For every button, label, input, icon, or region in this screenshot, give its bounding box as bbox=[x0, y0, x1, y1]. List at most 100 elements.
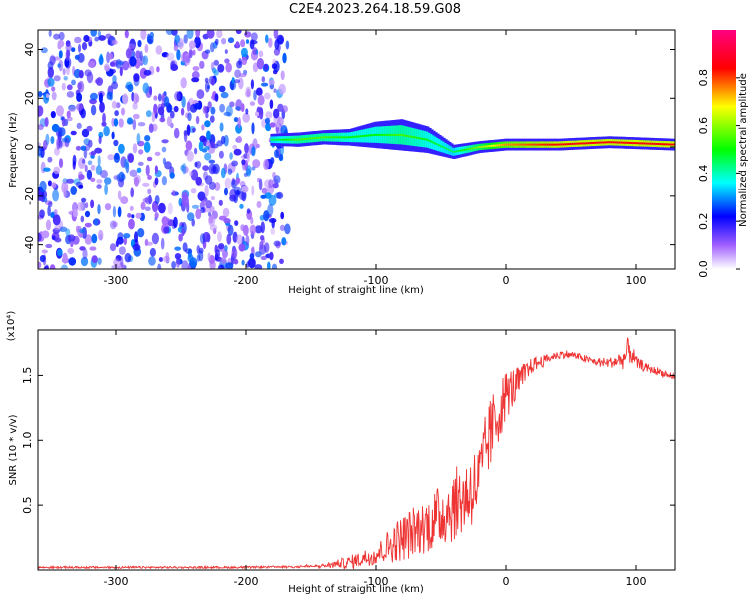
heatmap-noise-cell bbox=[206, 130, 211, 141]
x-tick-label: 100 bbox=[626, 575, 647, 588]
heatmap-noise-cell bbox=[162, 157, 166, 165]
heatmap-noise-cell bbox=[201, 124, 205, 131]
heatmap-signal-core bbox=[278, 138, 282, 141]
heatmap-signal-core bbox=[533, 143, 537, 146]
heatmap-noise-cell bbox=[255, 87, 263, 96]
y-tick-label: 0.5 bbox=[21, 496, 34, 514]
heatmap-noise-cell bbox=[87, 160, 93, 166]
heatmap-noise-cell bbox=[137, 40, 142, 48]
heatmap-noise-cell bbox=[90, 150, 97, 156]
heatmap-noise-cell bbox=[80, 145, 87, 151]
heatmap-noise-cell bbox=[164, 96, 170, 107]
heatmap-noise-cell bbox=[116, 174, 120, 182]
heatmap-signal-core bbox=[659, 143, 663, 146]
heatmap-noise-cell bbox=[108, 52, 114, 60]
heatmap-noise-cell bbox=[223, 218, 231, 224]
heatmap-noise-cell bbox=[66, 49, 71, 58]
heatmap-noise-cell bbox=[151, 232, 159, 245]
chart-title: C2E4.2023.264.18.59.G08 bbox=[288, 2, 462, 17]
heatmap-noise-cell bbox=[246, 208, 251, 214]
heatmap-noise-cell bbox=[61, 82, 66, 91]
heatmap-noise-cell bbox=[178, 233, 183, 242]
heatmap-signal-core bbox=[396, 133, 400, 136]
heatmap-noise-cell bbox=[233, 148, 242, 156]
heatmap-noise-cell bbox=[256, 200, 262, 209]
heatmap-noise-cell bbox=[130, 187, 134, 198]
heatmap-signal-core bbox=[628, 141, 632, 144]
heatmap-signal-core bbox=[496, 144, 500, 147]
heatmap-noise-cell bbox=[143, 69, 152, 76]
heatmap-noise-cell bbox=[215, 249, 221, 260]
heatmap-noise-cell bbox=[104, 183, 108, 196]
heatmap-signal-core bbox=[595, 141, 599, 144]
heatmap-noise-cell bbox=[260, 194, 267, 199]
heatmap-noise-cell bbox=[79, 228, 85, 234]
heatmap-signal-core bbox=[573, 142, 577, 145]
heatmap-noise-cell bbox=[127, 84, 134, 93]
heatmap-noise-cell bbox=[117, 178, 125, 188]
heatmap-signal-core bbox=[446, 148, 450, 151]
heatmap-signal-core bbox=[671, 143, 675, 146]
heatmap-noise-cell bbox=[273, 48, 280, 56]
heatmap-signal-core bbox=[531, 143, 535, 146]
snr-y-axis-label: SNR (10 * v/v) bbox=[8, 414, 19, 485]
heatmap-noise-cell bbox=[220, 135, 226, 145]
heatmap-signal-core bbox=[390, 133, 394, 136]
x-tick-label: -300 bbox=[104, 274, 129, 287]
heatmap-noise-cell bbox=[246, 150, 250, 163]
heatmap-noise-cell bbox=[239, 203, 244, 209]
heatmap-signal-core bbox=[539, 143, 543, 146]
heatmap-noise-cell bbox=[84, 222, 92, 228]
heatmap-noise-cell bbox=[217, 63, 225, 73]
heatmap-noise-cell bbox=[280, 211, 285, 220]
snr-plot-area bbox=[38, 337, 675, 570]
heatmap-noise-cell bbox=[251, 146, 256, 157]
heatmap-noise-cell bbox=[234, 69, 242, 78]
heatmap-noise-cell bbox=[199, 60, 205, 69]
heatmap-noise-cell bbox=[135, 50, 141, 60]
heatmap-noise-cell bbox=[132, 102, 138, 110]
heatmap-noise-cell bbox=[174, 246, 182, 251]
heatmap-noise-cell bbox=[186, 101, 191, 112]
heatmap-noise-cell bbox=[210, 141, 215, 149]
heatmap-noise-cell bbox=[97, 257, 102, 265]
heatmap-signal-core bbox=[521, 143, 525, 146]
heatmap-noise-cell bbox=[273, 108, 280, 119]
heatmap-noise-cell bbox=[111, 131, 115, 140]
heatmap-signal-core bbox=[519, 143, 523, 146]
heatmap-noise-cell bbox=[47, 156, 53, 163]
heatmap-noise-cell bbox=[196, 254, 201, 262]
heatmap-noise-cell bbox=[191, 77, 200, 83]
heatmap-noise-cell bbox=[253, 90, 257, 101]
heatmap-signal-core bbox=[665, 143, 669, 146]
heatmap-noise-cell bbox=[204, 81, 210, 93]
heatmap-noise-cell bbox=[209, 224, 218, 231]
heatmap-signal-core bbox=[593, 141, 597, 144]
heatmap-noise-cell bbox=[142, 55, 149, 66]
heatmap-noise-cell bbox=[161, 139, 169, 144]
heatmap-noise-cell bbox=[39, 209, 45, 218]
heatmap-noise-cell bbox=[129, 205, 134, 211]
heatmap-signal-core bbox=[569, 143, 573, 145]
heatmap-signal-core bbox=[274, 138, 278, 141]
heatmap-noise-cell bbox=[98, 55, 104, 66]
heatmap-signal-core bbox=[366, 134, 370, 137]
heatmap-noise-cell bbox=[60, 116, 64, 121]
heatmap-noise-cell bbox=[209, 205, 215, 213]
heatmap-noise-cell bbox=[161, 216, 169, 226]
heatmap-noise-cell bbox=[97, 155, 101, 167]
heatmap-noise-cell bbox=[165, 30, 174, 36]
heatmap-noise-cell bbox=[47, 66, 54, 79]
heatmap-signal-core bbox=[632, 142, 636, 145]
heatmap-noise-cell bbox=[231, 247, 238, 259]
heatmap-signal-core bbox=[548, 143, 552, 146]
heatmap-signal-core bbox=[478, 146, 482, 149]
heatmap-noise-cell bbox=[199, 135, 206, 143]
heatmap-signal-core bbox=[641, 142, 646, 145]
heatmap-noise-cell bbox=[264, 92, 271, 100]
heatmap-noise-cell bbox=[74, 36, 82, 44]
heatmap-signal-core bbox=[282, 138, 286, 141]
heatmap-noise-cell bbox=[62, 68, 66, 76]
heatmap-noise-cell bbox=[233, 258, 239, 265]
heatmap-noise-cell bbox=[185, 140, 193, 151]
